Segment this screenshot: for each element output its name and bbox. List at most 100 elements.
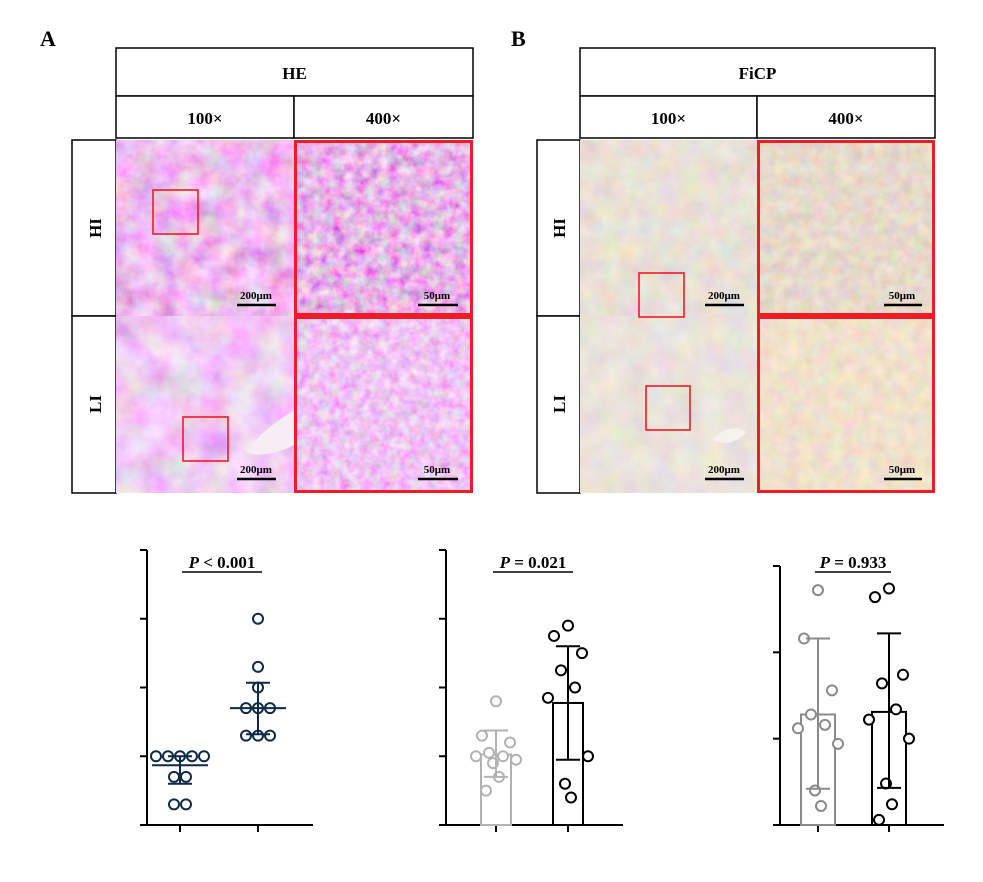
data-point bbox=[559, 777, 571, 790]
data-point bbox=[198, 750, 210, 763]
panel-b-roi-box-li bbox=[645, 385, 691, 431]
chart-s100a9-expression: P = 0.021 bbox=[439, 549, 623, 832]
data-point bbox=[510, 753, 522, 766]
panel-b-row-top-cell bbox=[536, 139, 581, 317]
data-point bbox=[832, 737, 844, 750]
data-point bbox=[490, 695, 502, 708]
p-value-text: < 0.001 bbox=[199, 553, 255, 572]
panel-a-row-top-label: HI bbox=[86, 218, 105, 238]
data-point bbox=[240, 729, 252, 742]
data-point bbox=[897, 668, 909, 681]
data-point bbox=[252, 660, 264, 673]
data-point bbox=[168, 798, 180, 811]
panel-a-scale-label-hi-400x: 50μm bbox=[424, 290, 450, 302]
data-point bbox=[569, 681, 581, 694]
panel-letter-b: B bbox=[511, 26, 526, 51]
panel-a-scale-label-li-400x: 50μm bbox=[424, 464, 450, 476]
data-point bbox=[819, 718, 831, 731]
panel-b-image-li-100x bbox=[580, 316, 757, 493]
data-point bbox=[792, 722, 804, 735]
data-point bbox=[555, 664, 567, 677]
panel-a-mag-high-cell bbox=[293, 95, 474, 139]
p-value-text: = 0.021 bbox=[510, 553, 566, 572]
panel-a-mag-low-cell bbox=[115, 95, 295, 139]
panel-a-roi-box-li bbox=[182, 416, 229, 462]
data-point bbox=[470, 750, 482, 763]
data-point bbox=[168, 770, 180, 783]
panel-b-stain-header-cell bbox=[579, 47, 936, 97]
data-point bbox=[150, 750, 162, 763]
p-value-text: = 0.933 bbox=[830, 553, 886, 572]
panel-b-scale-label-hi-100x: 200μm bbox=[708, 290, 740, 302]
data-point bbox=[869, 591, 881, 604]
data-point bbox=[873, 813, 885, 826]
panel-a-row-bottom-label: LI bbox=[86, 395, 105, 413]
chart-fecal-calprotectin: P = 0.933 bbox=[773, 553, 944, 832]
panel-b-scale-label-hi-400x: 50μm bbox=[889, 290, 915, 302]
data-point bbox=[504, 736, 516, 749]
data-point bbox=[576, 647, 588, 660]
p-value-symbol: P bbox=[819, 553, 831, 572]
panel-b-mag-high-label: 400× bbox=[828, 109, 863, 128]
panel-a-image-li-400x bbox=[294, 316, 473, 493]
data-point bbox=[812, 584, 824, 597]
p-value-annotation: P = 0.021 bbox=[499, 553, 567, 572]
panel-b-zoom-frame-hi bbox=[757, 140, 935, 316]
panel-a: A HE 100× 400× HI LI 200μm 50μm 200μm 50… bbox=[40, 26, 474, 494]
p-value-annotation: P < 0.001 bbox=[188, 553, 256, 572]
panel-b-zoom-frame-li bbox=[757, 316, 935, 493]
data-point bbox=[815, 800, 827, 813]
panel-a-stain-header-cell bbox=[115, 47, 474, 97]
panel-a-tissue-gap bbox=[246, 410, 294, 455]
panel-b-mag-high-cell bbox=[756, 95, 936, 139]
panel-b-scale-label-li-100x: 200μm bbox=[708, 464, 740, 476]
data-point bbox=[582, 750, 594, 763]
data-point bbox=[826, 684, 838, 697]
panel-a-mag-low-label: 100× bbox=[187, 109, 222, 128]
data-point bbox=[476, 729, 488, 742]
data-point bbox=[883, 582, 895, 595]
panel-a-zoom-frame-li bbox=[294, 316, 473, 493]
data-point bbox=[562, 619, 574, 632]
panel-a-roi-box-hi bbox=[152, 189, 199, 235]
panel-a-scale-label-li-100x: 200μm bbox=[240, 464, 272, 476]
data-point bbox=[886, 798, 898, 811]
panel-a-image-li-100x bbox=[116, 316, 294, 493]
chart-inflammation-score: P < 0.001 bbox=[140, 549, 313, 832]
panel-b-stain-header: FiCP bbox=[739, 64, 777, 83]
data-point bbox=[483, 746, 495, 759]
panel-a-mag-high-label: 400× bbox=[366, 109, 401, 128]
data-point bbox=[805, 708, 817, 721]
data-point bbox=[876, 677, 888, 690]
data-point bbox=[548, 629, 560, 642]
data-point bbox=[180, 770, 192, 783]
data-point bbox=[863, 713, 875, 726]
panel-b-row-bottom-cell bbox=[536, 315, 581, 494]
panel-b-mag-low-label: 100× bbox=[651, 109, 686, 128]
panel-b: B FiCP 100× 400× HI LI 200μm 50μm 200μm … bbox=[511, 26, 936, 494]
panel-b-row-top-label: HI bbox=[550, 218, 569, 238]
panel-letter-a: A bbox=[40, 26, 56, 51]
data-point bbox=[903, 732, 915, 745]
panel-b-row-bottom-label: LI bbox=[550, 395, 569, 413]
data-point bbox=[252, 612, 264, 625]
p-value-annotation: P = 0.933 bbox=[819, 553, 887, 572]
panel-b-scale-label-li-400x: 50μm bbox=[889, 464, 915, 476]
data-point bbox=[542, 691, 554, 704]
panel-a-zoom-frame-hi bbox=[294, 140, 473, 316]
panel-a-image-hi-100x bbox=[116, 140, 294, 316]
panel-b-image-li-400x bbox=[757, 316, 935, 493]
data-point bbox=[565, 791, 577, 804]
data-point bbox=[180, 798, 192, 811]
data-point bbox=[480, 784, 492, 797]
panel-b-roi-box-hi bbox=[638, 272, 685, 318]
data-point bbox=[497, 750, 509, 763]
panel-b-image-hi-100x bbox=[580, 140, 757, 316]
panel-a-scale-label-hi-100x: 200μm bbox=[240, 290, 272, 302]
p-value-symbol: P bbox=[499, 553, 511, 572]
panel-a-stain-header: HE bbox=[282, 64, 307, 83]
data-point bbox=[264, 729, 276, 742]
panel-b-image-hi-400x bbox=[757, 140, 935, 316]
panel-b-tissue-gap bbox=[712, 428, 746, 443]
